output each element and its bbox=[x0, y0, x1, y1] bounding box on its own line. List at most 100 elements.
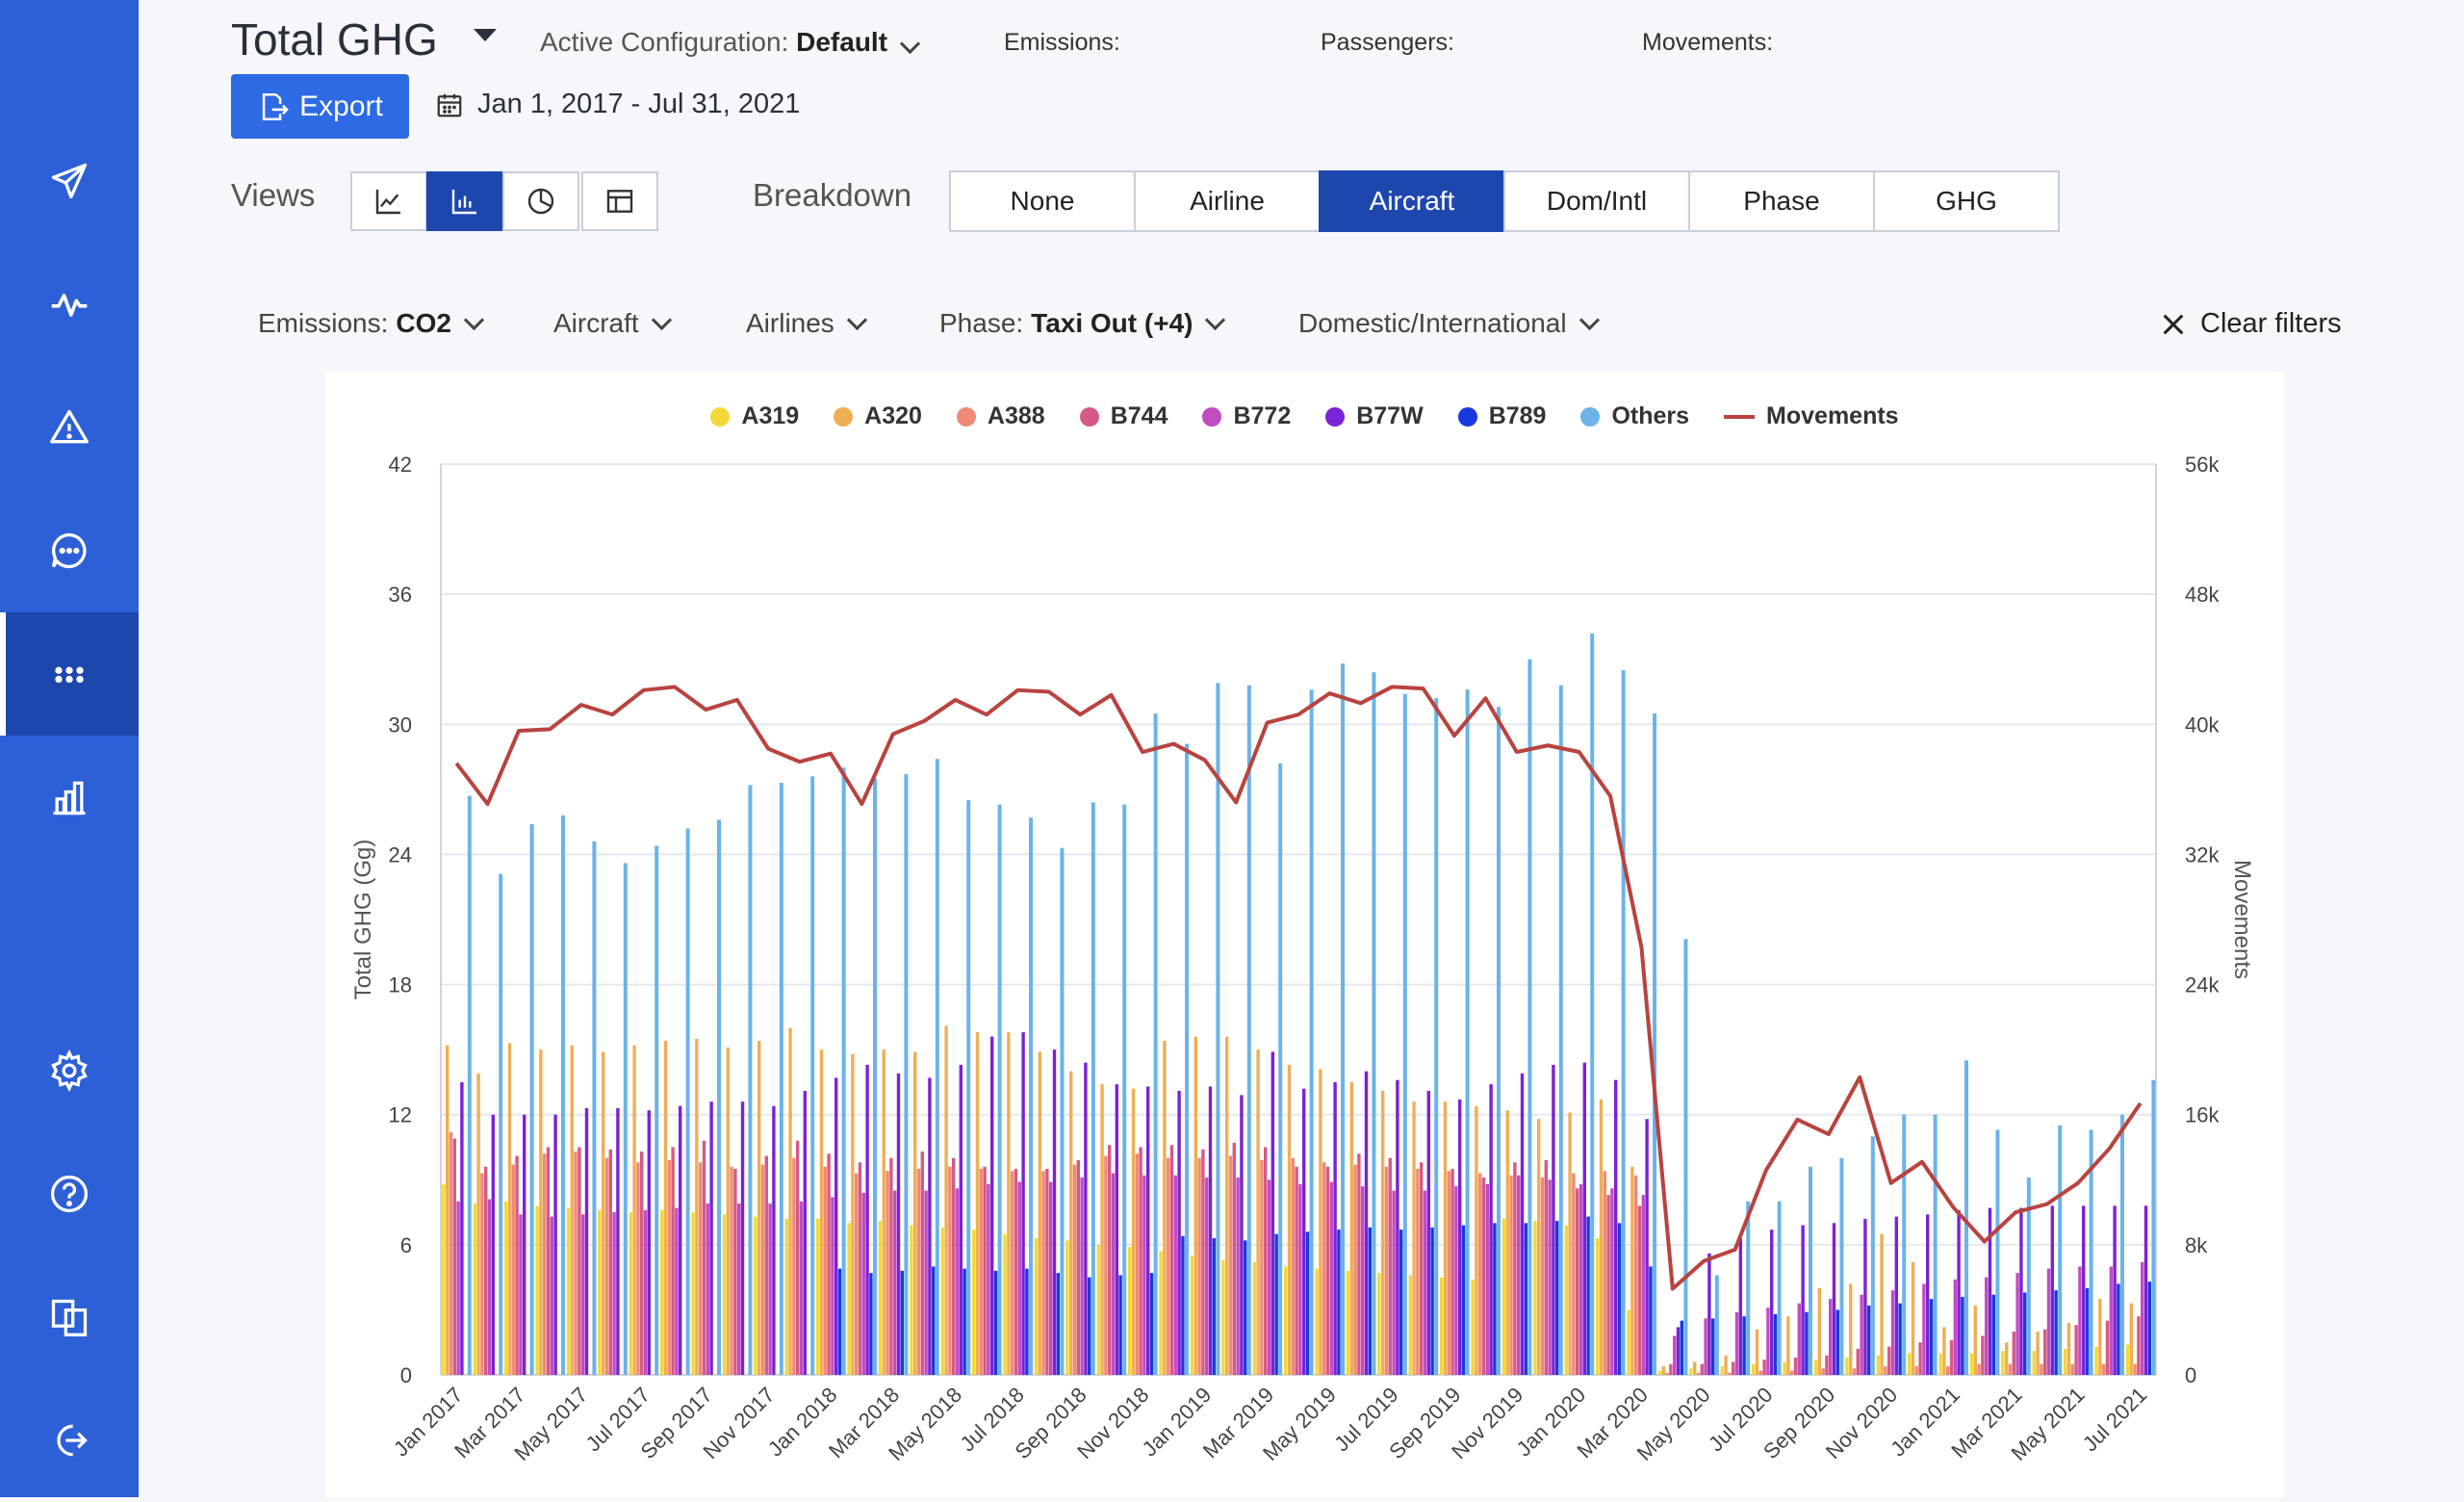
bar-b744[interactable] bbox=[452, 1138, 456, 1375]
bar-a320[interactable] bbox=[1256, 1049, 1260, 1375]
bar-b77w[interactable] bbox=[584, 1107, 589, 1375]
bar-a388[interactable] bbox=[698, 1162, 703, 1375]
bar-b744[interactable] bbox=[2074, 1325, 2078, 1375]
bar-b744[interactable] bbox=[1575, 1188, 1579, 1375]
bar-b744[interactable] bbox=[2137, 1316, 2141, 1375]
bar-a388[interactable] bbox=[1696, 1372, 1701, 1375]
bar-a320[interactable] bbox=[1536, 1119, 1541, 1375]
bar-b789[interactable] bbox=[1680, 1320, 1684, 1375]
legend-item-b789[interactable]: B789 bbox=[1457, 402, 1546, 430]
bar-b789[interactable] bbox=[993, 1270, 998, 1375]
bar-others[interactable] bbox=[1402, 693, 1407, 1375]
bar-b772[interactable] bbox=[1734, 1311, 1739, 1375]
bar-a319[interactable] bbox=[940, 1227, 944, 1375]
bar-b772[interactable] bbox=[924, 1190, 928, 1375]
bar-a319[interactable] bbox=[1595, 1238, 1600, 1375]
breakdown-none-button[interactable]: None bbox=[949, 170, 1136, 232]
bar-b77w[interactable] bbox=[2113, 1205, 2117, 1375]
bar-a388[interactable] bbox=[1477, 1173, 1482, 1375]
bar-b744[interactable] bbox=[1014, 1169, 1018, 1375]
bar-others[interactable] bbox=[1309, 689, 1314, 1375]
bar-a388[interactable] bbox=[1603, 1171, 1606, 1375]
bar-b77w[interactable] bbox=[1458, 1099, 1462, 1375]
view-table-button[interactable] bbox=[581, 171, 658, 231]
bar-others[interactable] bbox=[2120, 1114, 2125, 1375]
bar-b77w[interactable] bbox=[1738, 1238, 1743, 1375]
bar-b77w[interactable] bbox=[616, 1107, 620, 1375]
bar-b772[interactable] bbox=[1423, 1190, 1427, 1375]
bar-a319[interactable] bbox=[1159, 1251, 1163, 1375]
bar-a388[interactable] bbox=[1509, 1175, 1513, 1375]
bar-b744[interactable] bbox=[827, 1153, 831, 1375]
bar-b789[interactable] bbox=[1274, 1233, 1278, 1375]
bar-others[interactable] bbox=[1060, 847, 1065, 1375]
bar-a319[interactable] bbox=[847, 1223, 851, 1375]
bar-others[interactable] bbox=[1870, 1136, 1875, 1375]
bar-b772[interactable] bbox=[2046, 1268, 2051, 1375]
legend-item-b772[interactable]: B772 bbox=[1202, 402, 1291, 430]
bar-b77w[interactable] bbox=[1240, 1095, 1244, 1375]
bar-a320[interactable] bbox=[757, 1041, 761, 1375]
bar-others[interactable] bbox=[1995, 1129, 2000, 1375]
bar-others[interactable] bbox=[1122, 804, 1127, 1375]
bar-b744[interactable] bbox=[702, 1140, 706, 1375]
bar-a319[interactable] bbox=[1408, 1275, 1412, 1375]
bar-a319[interactable] bbox=[1065, 1240, 1069, 1375]
bar-others[interactable] bbox=[1246, 685, 1251, 1375]
legend-item-b77w[interactable]: B77W bbox=[1325, 402, 1424, 430]
bar-others[interactable] bbox=[2151, 1079, 2156, 1375]
bar-b77w[interactable] bbox=[1115, 1084, 1119, 1375]
bar-b772[interactable] bbox=[1610, 1188, 1614, 1375]
bar-b77w[interactable] bbox=[1957, 1209, 1961, 1375]
bar-b744[interactable] bbox=[2105, 1320, 2110, 1375]
bar-a320[interactable] bbox=[851, 1053, 855, 1375]
legend-item-a388[interactable]: A388 bbox=[956, 402, 1045, 430]
bar-a388[interactable] bbox=[1821, 1368, 1825, 1375]
bar-others[interactable] bbox=[654, 845, 659, 1375]
sidebar-item-flights[interactable] bbox=[0, 119, 139, 243]
bar-a319[interactable] bbox=[2063, 1348, 2067, 1375]
bar-a320[interactable] bbox=[1224, 1036, 1229, 1375]
bar-a388[interactable] bbox=[1945, 1365, 1950, 1375]
bar-b789[interactable] bbox=[869, 1273, 873, 1375]
bar-a319[interactable] bbox=[971, 1230, 976, 1375]
bar-b77w[interactable] bbox=[2143, 1205, 2148, 1375]
bar-a319[interactable] bbox=[566, 1207, 571, 1375]
bar-b789[interactable] bbox=[2117, 1283, 2120, 1375]
bar-b789[interactable] bbox=[2054, 1290, 2058, 1375]
bar-a319[interactable] bbox=[1003, 1233, 1007, 1375]
bar-b77w[interactable] bbox=[1270, 1051, 1275, 1375]
bar-a320[interactable] bbox=[2129, 1303, 2133, 1375]
bar-b744[interactable] bbox=[546, 1147, 551, 1376]
bar-a320[interactable] bbox=[912, 1051, 917, 1375]
bar-a320[interactable] bbox=[1724, 1355, 1728, 1375]
bar-others[interactable] bbox=[1527, 659, 1532, 1375]
bar-a320[interactable] bbox=[1630, 1166, 1634, 1375]
bar-a319[interactable] bbox=[1439, 1277, 1444, 1375]
bar-a388[interactable] bbox=[1010, 1171, 1014, 1375]
bar-b789[interactable] bbox=[2085, 1287, 2090, 1375]
bar-others[interactable] bbox=[1153, 713, 1158, 1375]
bar-a319[interactable] bbox=[2125, 1344, 2130, 1375]
bar-others[interactable] bbox=[997, 804, 1002, 1375]
bar-a388[interactable] bbox=[604, 1157, 609, 1375]
bar-a320[interactable] bbox=[1942, 1327, 1946, 1375]
bar-a388[interactable] bbox=[1447, 1171, 1450, 1375]
bar-b77w[interactable] bbox=[1552, 1064, 1555, 1375]
bar-a388[interactable] bbox=[574, 1152, 578, 1375]
bar-b77w[interactable] bbox=[1302, 1088, 1306, 1375]
sidebar-item-reports[interactable] bbox=[0, 736, 139, 859]
bar-others[interactable] bbox=[1278, 763, 1283, 1375]
bar-b789[interactable] bbox=[1461, 1225, 1466, 1375]
bar-a388[interactable] bbox=[1789, 1370, 1794, 1375]
bar-a319[interactable] bbox=[1845, 1357, 1849, 1375]
bar-a320[interactable] bbox=[570, 1045, 574, 1375]
bar-b772[interactable] bbox=[581, 1214, 585, 1375]
bar-a320[interactable] bbox=[1380, 1090, 1385, 1375]
bar-b772[interactable] bbox=[1922, 1283, 1926, 1375]
bar-b772[interactable] bbox=[487, 1199, 492, 1375]
bar-b789[interactable] bbox=[2147, 1282, 2152, 1375]
view-bar-button[interactable] bbox=[426, 171, 503, 231]
bar-b772[interactable] bbox=[1548, 1179, 1552, 1375]
bar-b744[interactable] bbox=[1981, 1335, 1985, 1375]
